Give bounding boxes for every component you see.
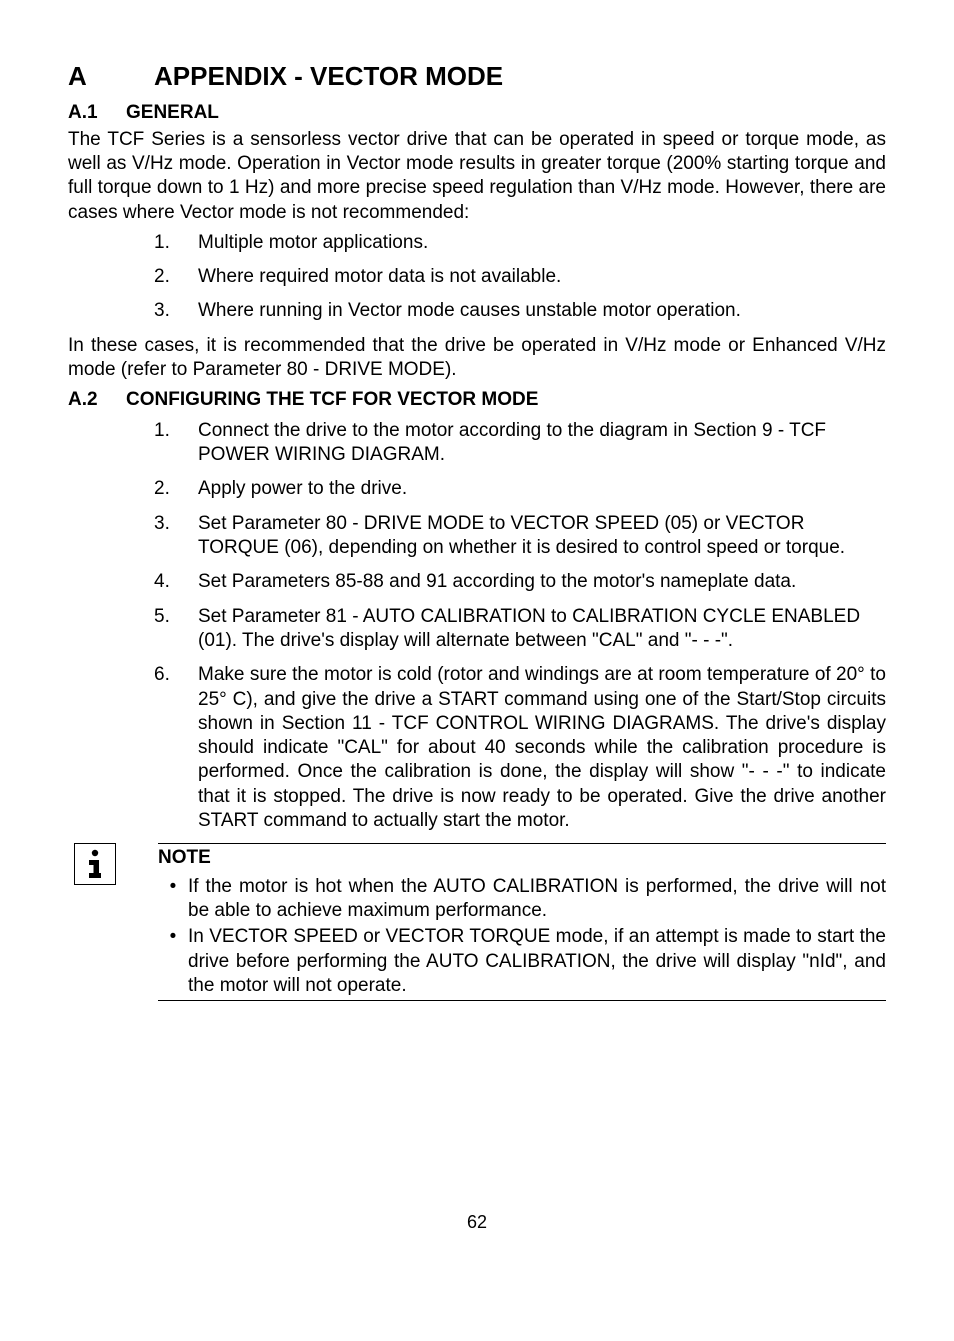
note-bullet: • In VECTOR SPEED or VECTOR TORQUE mode,… (158, 925, 886, 998)
bullet-icon: • (158, 875, 188, 924)
list-item-text: Apply power to the drive. (198, 477, 886, 501)
bullet-icon: • (158, 925, 188, 998)
appendix-title: APPENDIX - VECTOR MODE (154, 61, 503, 91)
note-icon-column (68, 843, 158, 1001)
list-item: 1. Connect the drive to the motor accord… (68, 419, 886, 468)
list-item-number: 1. (154, 231, 198, 255)
list-item: 6. Make sure the motor is cold (rotor an… (68, 663, 886, 833)
list-item: 2. Where required motor data is not avai… (68, 265, 886, 289)
note-block: NOTE • If the motor is hot when the AUTO… (68, 843, 886, 1001)
appendix-heading: AAPPENDIX - VECTOR MODE (68, 60, 886, 93)
appendix-number: A (68, 60, 154, 93)
section-number: A.1 (68, 101, 126, 125)
list-item-number: 3. (154, 299, 198, 323)
list-item-number: 2. (154, 477, 198, 501)
section-title: GENERAL (126, 102, 219, 123)
list-item-number: 3. (154, 512, 198, 561)
list-item-text: Set Parameter 80 - DRIVE MODE to VECTOR … (198, 512, 886, 561)
list-item: 3. Set Parameter 80 - DRIVE MODE to VECT… (68, 512, 886, 561)
section-heading-a2: A.2CONFIGURING THE TCF FOR VECTOR MODE (68, 388, 886, 412)
note-bullet: • If the motor is hot when the AUTO CALI… (158, 875, 886, 924)
section-number: A.2 (68, 388, 126, 412)
note-bullet-text: In VECTOR SPEED or VECTOR TORQUE mode, i… (188, 925, 886, 998)
list-item-number: 5. (154, 605, 198, 654)
list-item-text: Set Parameters 85-88 and 91 according to… (198, 570, 886, 594)
section-a1-intro: The TCF Series is a sensorless vector dr… (68, 128, 886, 225)
list-item: 3. Where running in Vector mode causes u… (68, 299, 886, 323)
list-item-number: 1. (154, 419, 198, 468)
list-item: 5. Set Parameter 81 - AUTO CALIBRATION t… (68, 605, 886, 654)
info-icon (74, 843, 116, 885)
list-item-number: 4. (154, 570, 198, 594)
list-item: 4. Set Parameters 85-88 and 91 according… (68, 570, 886, 594)
list-item-text: Multiple motor applications. (198, 231, 886, 255)
list-item: 1. Multiple motor applications. (68, 231, 886, 255)
list-item-number: 2. (154, 265, 198, 289)
list-item-text: Make sure the motor is cold (rotor and w… (198, 663, 886, 833)
section-heading-a1: A.1GENERAL (68, 101, 886, 125)
list-item-number: 6. (154, 663, 198, 833)
note-content: NOTE • If the motor is hot when the AUTO… (158, 843, 886, 1001)
note-bullet-text: If the motor is hot when the AUTO CALIBR… (188, 875, 886, 924)
list-item: 2. Apply power to the drive. (68, 477, 886, 501)
note-heading: NOTE (158, 843, 886, 870)
section-a1-outro: In these cases, it is recommended that t… (68, 334, 886, 383)
list-item-text: Where running in Vector mode causes unst… (198, 299, 886, 323)
list-item-text: Set Parameter 81 - AUTO CALIBRATION to C… (198, 605, 886, 654)
section-title: CONFIGURING THE TCF FOR VECTOR MODE (126, 389, 538, 410)
list-item-text: Where required motor data is not availab… (198, 265, 886, 289)
page-number: 62 (68, 1211, 886, 1234)
section-a2-list: 1. Connect the drive to the motor accord… (68, 419, 886, 834)
section-a1-list: 1. Multiple motor applications. 2. Where… (68, 231, 886, 324)
list-item-text: Connect the drive to the motor according… (198, 419, 886, 468)
note-bottom-rule (158, 1000, 886, 1001)
